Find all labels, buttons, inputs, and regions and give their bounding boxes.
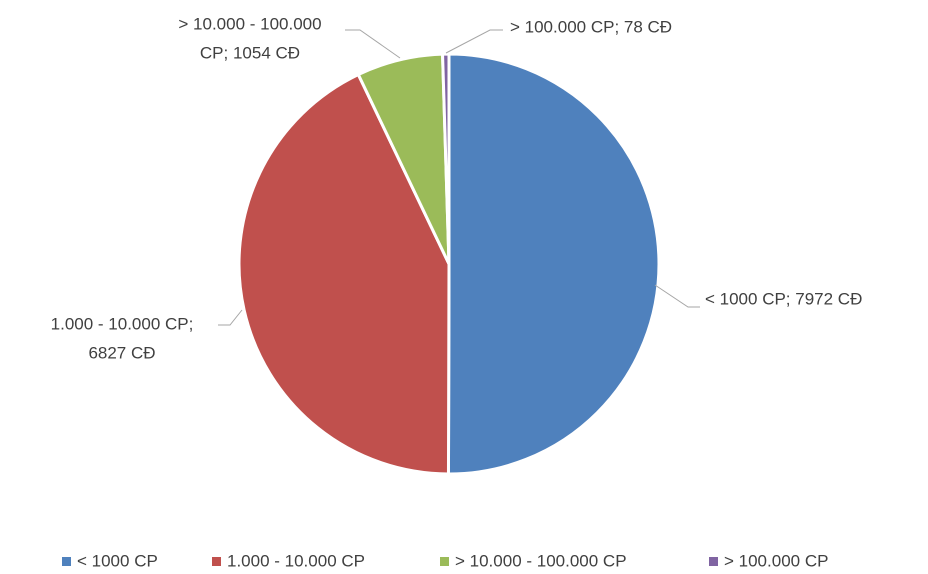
pie-slice: [446, 52, 661, 476]
data-label: 1.000 - 10.000 CP;: [51, 314, 194, 333]
legend-swatch: [212, 557, 221, 566]
data-label: 6827 CĐ: [88, 343, 155, 362]
legend-label: > 100.000 CP: [724, 551, 828, 570]
leader-line: [445, 29, 503, 54]
legend-swatch: [709, 557, 718, 566]
data-label: < 1000 CP; 7972 CĐ: [705, 289, 862, 308]
pie-slice: [440, 52, 451, 265]
leader-line: [345, 29, 401, 59]
data-label: > 10.000 - 100.000: [178, 14, 321, 33]
legend-swatch: [440, 557, 449, 566]
data-label: CP; 1054 CĐ: [200, 43, 300, 62]
legend-swatch: [62, 557, 71, 566]
leader-line: [218, 309, 243, 326]
pie-slice: [237, 72, 451, 476]
leader-line: [654, 284, 700, 308]
legend-label: 1.000 - 10.000 CP: [227, 551, 365, 570]
legend-label: > 10.000 - 100.000 CP: [455, 551, 627, 570]
legend-label: < 1000 CP: [77, 551, 158, 570]
data-label: > 100.000 CP; 78 CĐ: [510, 17, 672, 36]
